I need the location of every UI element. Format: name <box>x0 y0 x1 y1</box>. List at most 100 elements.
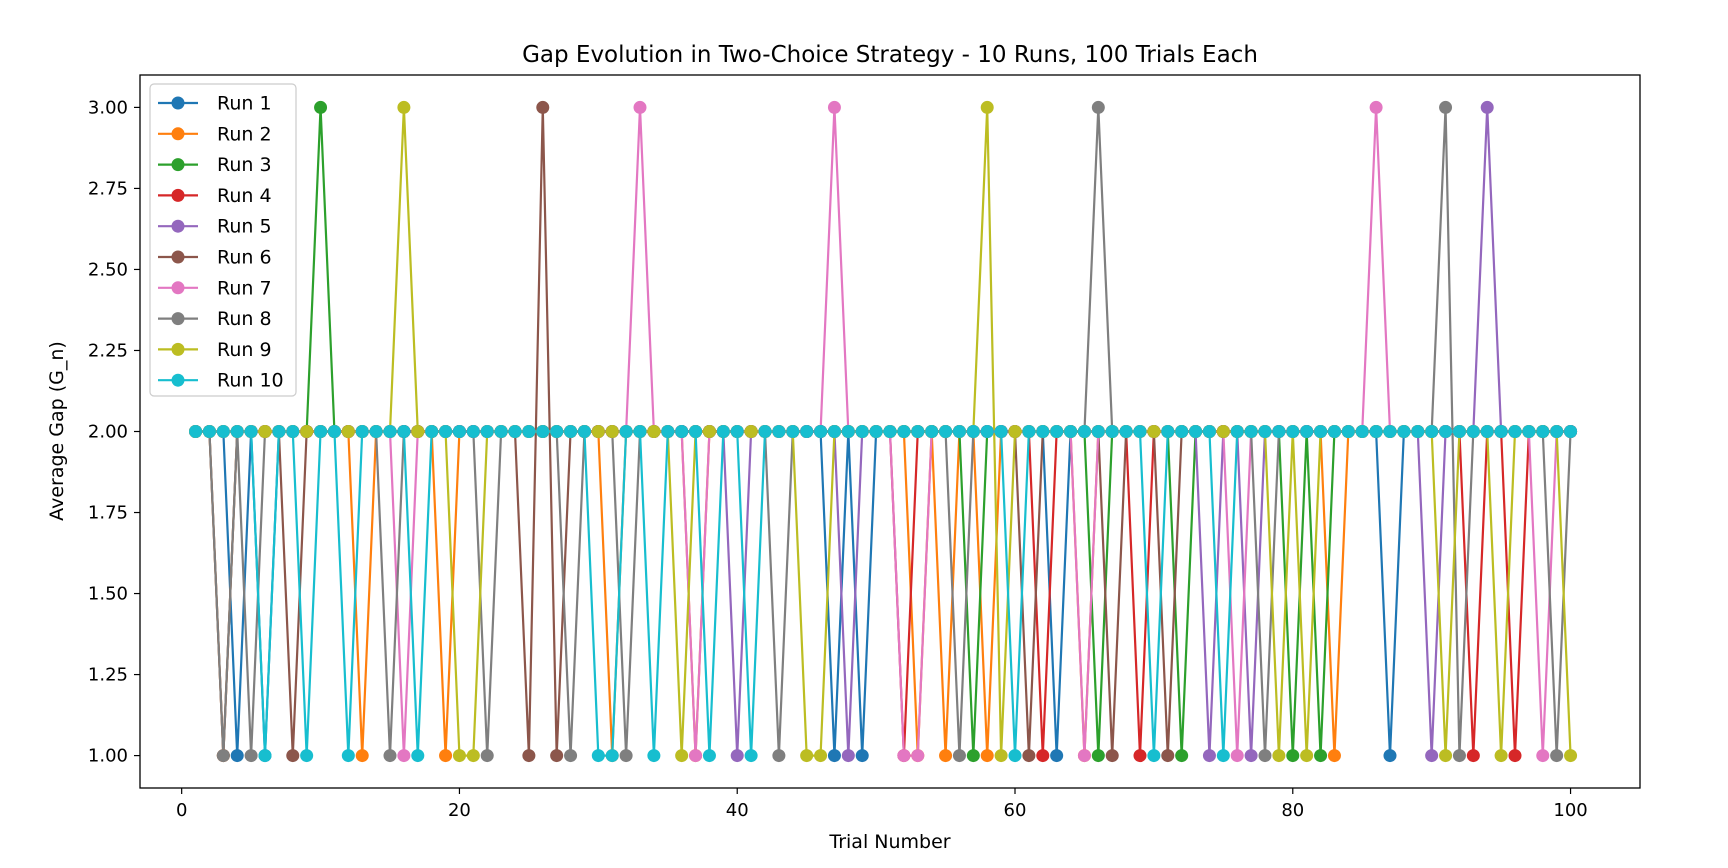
data-point <box>980 749 994 763</box>
y-tick-label: 2.00 <box>88 422 128 443</box>
data-point <box>827 749 841 763</box>
data-point <box>1008 749 1022 763</box>
data-point <box>466 749 480 763</box>
data-point <box>1439 100 1453 114</box>
y-tick-label: 1.25 <box>88 665 128 686</box>
legend-marker-swatch <box>171 250 185 264</box>
data-point <box>952 425 966 438</box>
data-point <box>383 425 397 438</box>
data-point <box>605 425 619 438</box>
data-point <box>897 749 911 763</box>
data-point <box>911 749 925 763</box>
data-point <box>827 100 841 114</box>
data-point <box>536 425 550 438</box>
y-tick-label: 2.25 <box>88 340 128 361</box>
data-point <box>1494 749 1508 763</box>
data-point <box>1411 425 1425 438</box>
data-point <box>1300 749 1314 763</box>
data-point <box>619 749 633 763</box>
data-point <box>286 425 300 438</box>
data-point <box>1258 425 1272 438</box>
data-point <box>814 749 828 763</box>
legend-marker-swatch <box>171 158 185 172</box>
data-point <box>661 425 675 438</box>
data-point <box>244 425 258 438</box>
legend-item-run-9: Run 9 <box>158 339 272 361</box>
data-point <box>397 100 411 114</box>
x-tick-label: 0 <box>176 800 187 821</box>
data-point <box>1008 425 1022 438</box>
data-point <box>939 425 953 438</box>
data-point <box>216 425 230 438</box>
data-point <box>800 749 814 763</box>
legend-item-run-3: Run 3 <box>158 154 272 176</box>
data-point <box>1189 425 1203 438</box>
data-point <box>1230 425 1244 438</box>
data-point <box>730 749 744 763</box>
y-tick-label: 1.50 <box>88 584 128 605</box>
data-point <box>425 425 439 438</box>
data-point <box>716 425 730 438</box>
data-point <box>1161 749 1175 763</box>
data-point <box>994 425 1008 438</box>
data-point <box>1147 425 1161 438</box>
x-tick-label: 60 <box>1004 800 1027 821</box>
data-point <box>1466 749 1480 763</box>
data-point <box>411 425 425 438</box>
data-point <box>1077 425 1091 438</box>
data-point <box>1425 425 1439 438</box>
data-point <box>980 100 994 114</box>
data-point <box>480 425 494 438</box>
data-point <box>1175 749 1189 763</box>
data-point <box>1300 425 1314 438</box>
data-point <box>1161 425 1175 438</box>
data-point <box>1550 425 1564 438</box>
data-point <box>772 749 786 763</box>
legend-label: Run 8 <box>217 308 272 330</box>
data-point <box>508 425 522 438</box>
data-point <box>1355 425 1369 438</box>
data-point <box>1022 425 1036 438</box>
legend-marker-swatch <box>171 219 185 233</box>
data-point <box>1341 425 1355 438</box>
legend-items: Run 1 Run 2 Run 3 Run 4 Run 5 Run 6 Run 7 Run 8… <box>158 93 284 392</box>
data-point <box>383 749 397 763</box>
x-tick-label: 100 <box>1553 800 1587 821</box>
y-tick-label: 2.50 <box>88 259 128 280</box>
data-point <box>1439 425 1453 438</box>
legend-marker-swatch <box>171 96 185 110</box>
data-point <box>536 100 550 114</box>
data-point <box>1036 749 1050 763</box>
data-point <box>1369 100 1383 114</box>
data-point <box>550 749 564 763</box>
data-point <box>772 425 786 438</box>
data-point <box>966 749 980 763</box>
data-point <box>341 425 355 438</box>
data-point <box>702 749 716 763</box>
data-point <box>230 749 244 763</box>
legend-item-run-1: Run 1 <box>158 93 272 115</box>
data-point <box>258 425 272 438</box>
data-point <box>675 749 689 763</box>
data-point <box>1550 749 1564 763</box>
data-point <box>1397 425 1411 438</box>
data-point <box>883 425 897 438</box>
chart-title: Gap Evolution in Two-Choice Strategy - 1… <box>522 42 1258 68</box>
data-point <box>286 749 300 763</box>
data-point <box>814 425 828 438</box>
data-point <box>1508 425 1522 438</box>
data-point <box>1105 425 1119 438</box>
data-point <box>1314 425 1328 438</box>
legend-marker-swatch <box>171 127 185 141</box>
data-point <box>605 749 619 763</box>
data-point <box>1536 425 1550 438</box>
data-point <box>494 425 508 438</box>
data-point <box>1133 749 1147 763</box>
legend-marker-swatch <box>171 281 185 295</box>
data-point <box>1536 749 1550 763</box>
legend-label: Run 1 <box>217 93 272 115</box>
data-point <box>522 425 536 438</box>
data-point <box>411 749 425 763</box>
legend-label: Run 9 <box>217 339 272 361</box>
